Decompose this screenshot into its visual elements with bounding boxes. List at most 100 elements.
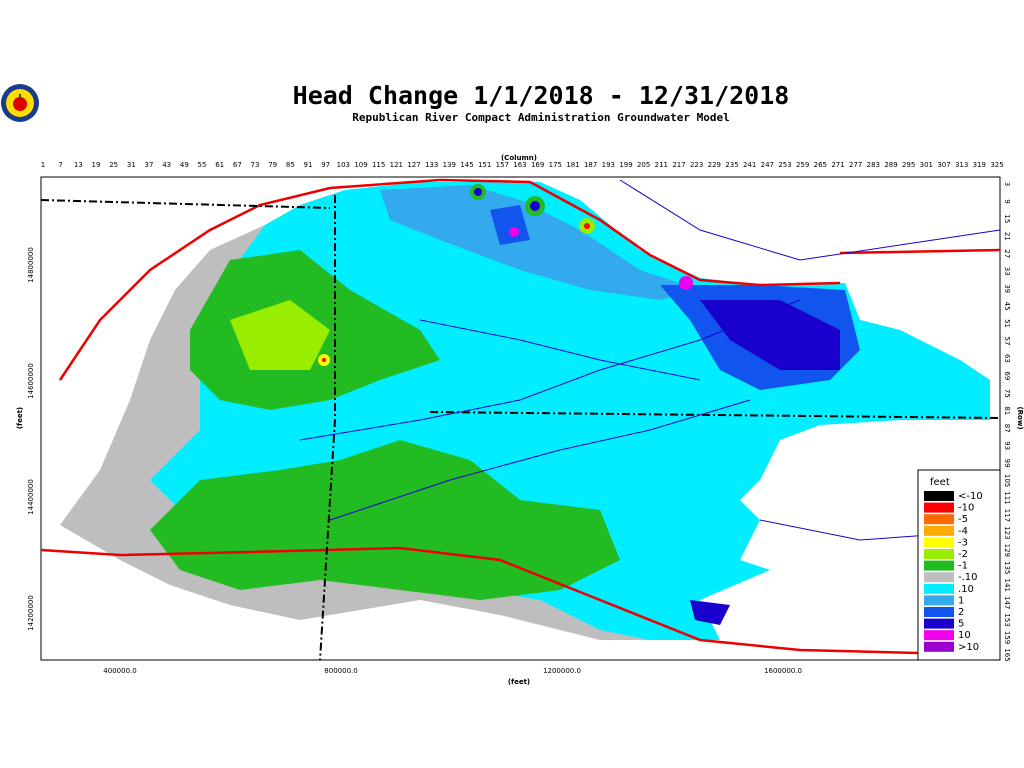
row-tick-label: 75 [1003, 389, 1011, 398]
y-tick-label: 14400000 [27, 479, 35, 515]
row-tick-label: 39 [1003, 284, 1011, 293]
column-tick-label: 235 [725, 161, 738, 169]
row-tick-label: 27 [1003, 249, 1011, 258]
row-tick-label: 21 [1003, 232, 1011, 241]
column-tick-label: 103 [337, 161, 350, 169]
legend-label: -4 [958, 526, 968, 537]
legend-swatch [924, 525, 954, 536]
column-tick-label: 313 [955, 161, 968, 169]
column-tick-label: 157 [496, 161, 509, 169]
column-tick-label: 217 [672, 161, 685, 169]
legend-label: 2 [958, 607, 964, 618]
legend-label: 10 [958, 630, 971, 641]
column-tick-label: 7 [58, 161, 62, 169]
legend-swatch [924, 502, 954, 513]
axes: 1 7 13 19 25 31 37 43 49 55 61 67 73 79 85 91 97 103 109 11… [27, 161, 1011, 675]
row-tick-label: 159 [1003, 631, 1011, 644]
row-tick-label: 135 [1003, 561, 1011, 574]
column-tick-label: 133 [425, 161, 438, 169]
column-tick-label: 205 [637, 161, 650, 169]
column-tick-label: 31 [127, 161, 136, 169]
row-tick-label: 81 [1003, 406, 1011, 415]
column-tick-label: 241 [743, 161, 756, 169]
legend-swatch [924, 560, 954, 571]
row-tick-label: 111 [1003, 491, 1011, 504]
y-tick-label: 14600000 [27, 363, 35, 399]
subtitle: Republican River Compact Administration … [352, 111, 730, 124]
legend-swatch [924, 630, 954, 641]
row-tick-label: 69 [1003, 371, 1011, 380]
legend-title: feet [930, 477, 950, 488]
title: Head Change 1/1/2018 - 12/31/2018 [293, 81, 790, 110]
legend-swatch [924, 641, 954, 652]
column-tick-label: 73 [251, 161, 260, 169]
row-tick-label: 153 [1003, 613, 1011, 626]
column-tick-label: 277 [849, 161, 862, 169]
legend-swatch [924, 537, 954, 548]
row-tick-label: 57 [1003, 337, 1011, 346]
row-tick-label: 51 [1003, 319, 1011, 328]
bottom-axis-label: (feet) [508, 678, 530, 686]
column-tick-label: 229 [708, 161, 721, 169]
legend-swatch [924, 491, 954, 501]
x-tick-label: 800000.0 [324, 667, 357, 675]
row-tick-label: 141 [1003, 579, 1011, 592]
legend-label: -1 [958, 561, 968, 572]
column-tick-label: 289 [884, 161, 897, 169]
column-tick-label: 295 [902, 161, 915, 169]
column-tick-label: 91 [304, 161, 313, 169]
column-tick-label: 325 [990, 161, 1003, 169]
row-tick-label: 129 [1003, 544, 1011, 557]
column-tick-label: 181 [566, 161, 579, 169]
top-axis-label: (Column) [501, 154, 537, 162]
column-tick-label: 13 [74, 161, 83, 169]
x-tick-label: 1600000.0 [764, 667, 802, 675]
legend-swatch [924, 583, 954, 594]
column-tick-label: 115 [372, 161, 385, 169]
column-tick-label: 307 [937, 161, 950, 169]
column-tick-label: 145 [460, 161, 473, 169]
column-tick-label: 85 [286, 161, 295, 169]
column-tick-label: 271 [831, 161, 844, 169]
column-tick-label: 19 [92, 161, 101, 169]
legend-label: -3 [958, 537, 968, 548]
y-tick-label: 14200000 [27, 595, 35, 631]
column-tick-label: 283 [867, 161, 880, 169]
row-tick-label: 3 [1003, 182, 1011, 186]
y-tick-label: 14800000 [27, 247, 35, 283]
column-tick-label: 127 [407, 161, 420, 169]
column-tick-label: 247 [761, 161, 774, 169]
row-tick-label: 63 [1003, 354, 1011, 363]
column-tick-label: 211 [655, 161, 668, 169]
row-tick-label: 165 [1003, 648, 1011, 661]
row-tick-label: 99 [1003, 459, 1011, 468]
right-axis-label: (Row) [1016, 406, 1024, 429]
column-tick-label: 109 [354, 161, 367, 169]
legend-swatch [924, 618, 954, 629]
column-tick-label: 199 [619, 161, 632, 169]
column-tick-label: 139 [443, 161, 456, 169]
column-tick-label: 121 [390, 161, 403, 169]
row-tick-label: 123 [1003, 526, 1011, 539]
column-tick-label: 253 [778, 161, 791, 169]
column-tick-label: 25 [109, 161, 118, 169]
column-tick-label: 169 [531, 161, 544, 169]
column-tick-label: 187 [584, 161, 597, 169]
legend-label: <-10 [958, 491, 983, 502]
column-tick-label: 97 [321, 161, 330, 169]
legend-label: -2 [958, 549, 968, 560]
column-tick-label: 55 [198, 161, 207, 169]
column-tick-label: 61 [215, 161, 224, 169]
column-tick-label: 1 [41, 161, 45, 169]
legend-label: -.10 [958, 572, 978, 583]
x-tick-label: 400000.0 [103, 667, 136, 675]
map-area [40, 176, 1001, 661]
row-tick-label: 15 [1003, 214, 1011, 223]
row-tick-label: 9 [1003, 199, 1011, 203]
column-tick-label: 319 [973, 161, 986, 169]
column-tick-label: 163 [513, 161, 526, 169]
legend-swatch [924, 572, 954, 583]
legend-swatch [924, 514, 954, 525]
